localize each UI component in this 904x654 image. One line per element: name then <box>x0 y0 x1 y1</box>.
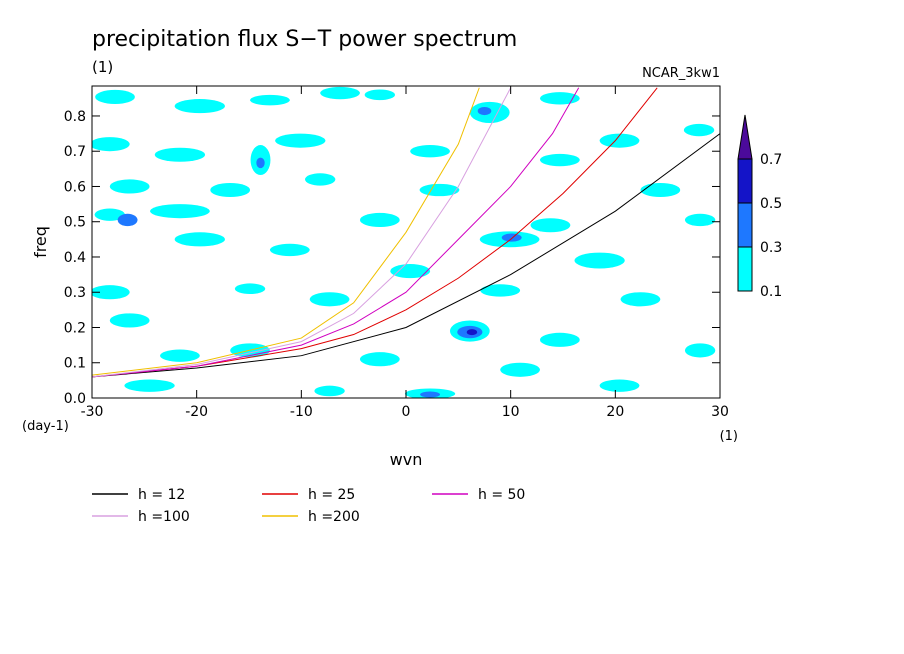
x-tick-label: 0 <box>402 404 411 420</box>
contour-patch <box>92 285 130 300</box>
colorbar-label: 0.3 <box>760 240 782 256</box>
legend-label: h =200 <box>308 509 360 525</box>
contour-patch <box>174 232 225 247</box>
x-tick-label: -30 <box>81 404 104 420</box>
contour-patch <box>480 284 521 297</box>
contour-patch <box>500 362 540 377</box>
contour-patch <box>275 133 326 148</box>
contour-patch <box>109 313 150 328</box>
chart-subtitle: (1) <box>92 58 113 76</box>
colorbar-label: 0.7 <box>760 152 782 168</box>
contour-patch <box>304 173 336 186</box>
legend-label: h = 12 <box>138 487 185 503</box>
contour-patch <box>683 123 715 137</box>
x-tick-label: 10 <box>502 404 520 420</box>
contour-patch <box>390 264 431 279</box>
annotation: NCAR_3kw1 <box>642 66 720 81</box>
contour-fill <box>92 86 716 398</box>
contour-patch <box>684 343 716 358</box>
contour-patch <box>539 332 580 347</box>
contour-patch <box>117 213 138 227</box>
chart-title: precipitation flux S−T power spectrum <box>92 27 517 52</box>
contour-patch <box>539 153 580 167</box>
colorbar-box <box>737 246 753 292</box>
y-tick-label: 0.1 <box>64 356 86 372</box>
contour-patch <box>640 182 681 198</box>
contour-patch <box>620 292 661 307</box>
dispersion-curve <box>92 87 580 378</box>
contour-patch <box>92 137 130 152</box>
legend-label: h = 25 <box>308 487 355 503</box>
y-tick-label: 0.8 <box>64 109 86 125</box>
contour-patch <box>210 182 251 198</box>
contour-patch <box>269 243 310 257</box>
x-axis-label: wvn <box>390 450 423 469</box>
y-tick-label: 0.0 <box>64 391 86 407</box>
y-tick-label: 0.5 <box>64 215 86 231</box>
y-tick-label: 0.4 <box>64 250 86 266</box>
contour-patch <box>684 213 716 227</box>
x-unit: (1) <box>720 429 738 444</box>
contour-patch <box>174 99 225 114</box>
contour-patch <box>124 379 175 392</box>
y-tick-label: 0.7 <box>64 144 86 160</box>
contour-patch <box>599 379 640 392</box>
x-tick-label: 30 <box>711 404 729 420</box>
legend-label: h =100 <box>138 509 190 525</box>
contour-patch <box>477 106 492 116</box>
x-tick-label: 20 <box>606 404 624 420</box>
plot-frame <box>91 85 721 399</box>
contour-patch <box>420 391 441 398</box>
contour-patch <box>256 157 265 169</box>
contour-patch <box>234 283 266 294</box>
y-axis-label: freq <box>31 226 50 258</box>
contour-patch <box>314 385 345 397</box>
y-tick-label: 0.3 <box>64 285 86 301</box>
contour-patch <box>309 292 350 307</box>
contour-patch <box>574 252 625 269</box>
y-tick-label: 0.6 <box>64 179 86 195</box>
contour-patch <box>95 89 135 104</box>
axes: -30 -20 -10 0 10 20 30 0.0 0.1 0.2 0.3 0.4 0.5 0.6 0.7… <box>64 86 729 420</box>
contour-patch <box>94 208 125 221</box>
contour-patch <box>359 212 400 228</box>
contour-patch <box>599 133 640 148</box>
dispersion-curve <box>92 87 658 378</box>
contour-patch <box>154 147 206 162</box>
contour-patch <box>466 329 478 336</box>
colorbar-label: 0.5 <box>760 196 782 212</box>
contour-patch <box>539 92 580 105</box>
contour-patch <box>359 352 400 367</box>
contour-patch <box>150 204 210 219</box>
contour-patch <box>530 218 571 233</box>
colorbar-box <box>737 202 753 248</box>
colorbar-label: 0.1 <box>760 284 782 300</box>
contour-patch <box>250 94 290 106</box>
colorbar-triangle <box>737 114 753 160</box>
legend-label: h = 50 <box>478 487 525 503</box>
y-tick-label: 0.2 <box>64 320 86 336</box>
dispersion-curve <box>92 87 480 376</box>
x-tick-label: -20 <box>185 404 208 420</box>
curves <box>92 87 720 378</box>
x-tick-label: -10 <box>290 404 313 420</box>
contour-patch <box>320 86 360 100</box>
y-unit: (day-1) <box>22 419 69 434</box>
colorbar-box <box>737 158 753 204</box>
contour-patch <box>410 145 450 158</box>
contour-patch <box>364 89 396 101</box>
contour-patch <box>160 349 200 362</box>
dispersion-curve <box>92 133 720 378</box>
contour-patch <box>109 179 150 194</box>
dispersion-curve <box>92 87 512 378</box>
contour-patch <box>501 233 522 242</box>
